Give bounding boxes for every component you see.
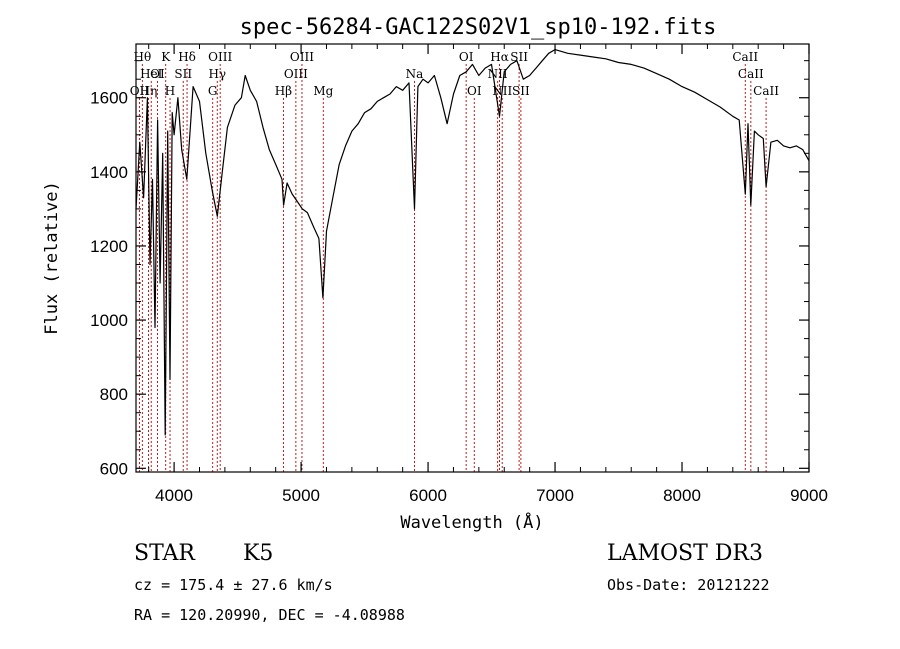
line-label-16: Na (406, 67, 424, 81)
x-axis-title: Wavelength (Å) (400, 511, 543, 533)
coordinates-text: RA = 120.20990, DEC = -4.08988 (134, 606, 405, 624)
line-label-11: OIII (208, 50, 232, 64)
y-tick-label-1400: 1400 (90, 163, 128, 182)
y-tick-label-1200: 1200 (90, 237, 128, 256)
line-label-6: H (165, 84, 175, 98)
line-label-20: Hα (490, 50, 509, 64)
x-tick-label-4000: 4000 (155, 486, 193, 505)
x-tick-label-7000: 7000 (536, 486, 574, 505)
flux-series-line (135, 49, 810, 436)
line-label-8: Hδ (178, 50, 196, 64)
line-label-15: Mg (313, 84, 333, 98)
object-subclass: K5 (243, 541, 273, 566)
line-label-0: OII (130, 84, 150, 98)
chart-title: spec-56284-GAC122S02V1_sp10-192.fits (240, 15, 717, 40)
x-tick-label-5000: 5000 (282, 486, 320, 505)
obs-date-text: Obs-Date: 20121222 (607, 576, 770, 594)
redshift-text: cz = 175.4 ± 27.6 km/s (134, 576, 333, 594)
line-label-3: HeI (140, 67, 163, 81)
line-label-9: G (208, 84, 218, 98)
line-label-7: SII (174, 67, 192, 81)
y-tick-label-800: 800 (100, 385, 128, 404)
line-label-23: SII (512, 84, 530, 98)
line-label-25: CaII (738, 67, 764, 81)
x-tick-label-6000: 6000 (409, 486, 447, 505)
plot-frame (135, 43, 810, 473)
y-tick-label-1000: 1000 (90, 311, 128, 330)
line-label-19: NII (488, 67, 508, 81)
line-label-5: K (161, 50, 171, 64)
y-axis-title: Flux (relative) (42, 181, 62, 335)
line-label-2: Hη (140, 84, 158, 98)
y-tick-label-600: 600 (100, 459, 128, 478)
line-label-24: CaII (732, 50, 758, 64)
spectral-line-markers: OIIHθHηHeIOIKHSIIHδGHγOIIIHβOIIIOIIIMgNa… (130, 50, 779, 472)
line-label-26: CaII (753, 84, 779, 98)
line-label-13: OIII (284, 67, 308, 81)
y-tick-label-1600: 1600 (90, 89, 128, 108)
x-axis-ticks: 4000 5000 6000 7000 8000 9000 (148, 44, 828, 505)
x-tick-label-9000: 9000 (790, 486, 828, 505)
object-class: STAR (134, 541, 196, 566)
line-label-4: OI (150, 67, 165, 81)
line-label-22: SII (510, 50, 528, 64)
survey-label: LAMOST DR3 (607, 541, 763, 566)
line-label-12: Hβ (275, 84, 292, 98)
line-label-17: OI (459, 50, 474, 64)
line-label-10: Hγ (208, 67, 226, 81)
x-tick-label-8000: 8000 (663, 486, 701, 505)
y-axis-ticks: 600 800 1000 1200 1400 1600 (90, 60, 809, 478)
line-label-14: OIII (290, 50, 314, 64)
line-label-18: OI (467, 84, 482, 98)
